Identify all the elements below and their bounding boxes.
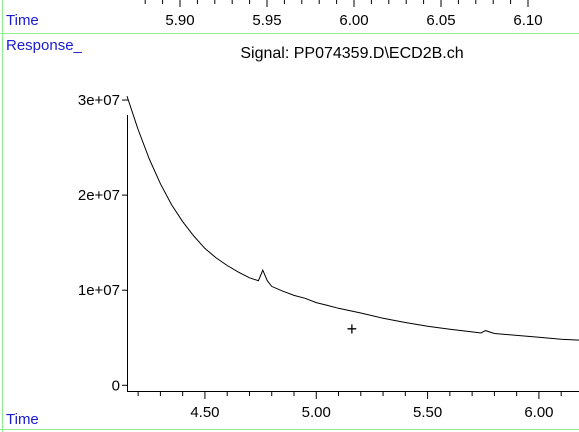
x-tick-label: 6.00 [524,404,553,421]
top-axis-tick-label: 6.05 [426,12,455,29]
y-tick-label: 3e+07 [78,92,120,109]
y-axis-ticks: 0 1e+07 2e+07 3e+07 [78,92,128,394]
plot-axes [127,115,579,392]
top-axis-tick-label: 5.95 [252,12,281,29]
signal-trace [126,96,579,341]
cursor-marker: + [347,319,358,339]
x-tick-label: 5.50 [413,404,442,421]
top-axis-tick-label: 6.00 [339,12,368,29]
y-tick-label: 2e+07 [78,187,120,204]
top-axis-tick-label: 6.10 [513,12,542,29]
top-axis-label: Time [6,12,39,29]
y-axis-label: Response_ [6,37,83,54]
x-axis-label: Time [6,411,39,428]
top-axis-ticks: 5.90 5.95 6.00 6.05 6.10 [144,0,543,29]
x-tick-label: 5.00 [302,404,331,421]
x-axis-ticks: 4.50 5.00 5.50 6.00 [137,391,562,421]
y-tick-label: 1e+07 [78,282,120,299]
top-time-axis: Time 5.90 5.95 6.00 6.05 6.10 [6,0,543,29]
chart-title: Signal: PP074359.D\ECD2B.ch [240,45,463,62]
top-axis-tick-label: 5.90 [165,12,194,29]
y-tick-label: 0 [112,377,120,394]
annotations: + [347,319,358,339]
x-tick-label: 4.50 [190,404,219,421]
